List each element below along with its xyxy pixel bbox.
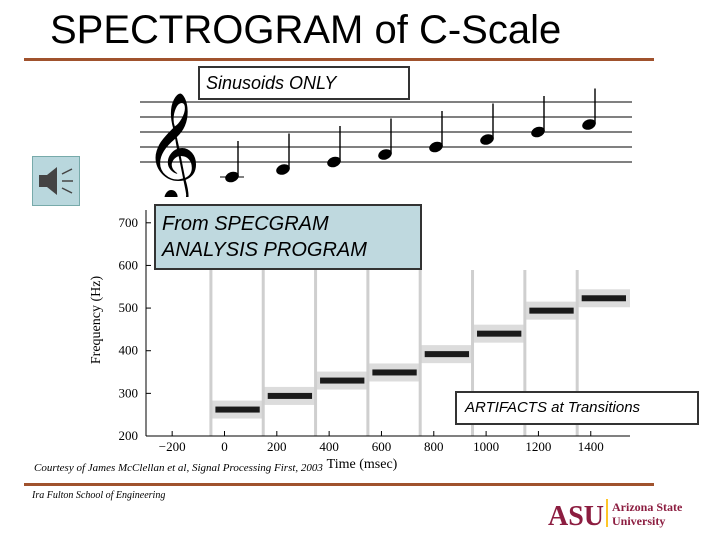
y-tick-label: 200 [119,428,139,443]
slide-title: SPECTROGRAM of C-Scale [50,8,562,52]
callout-specgram-program: From SPECGRAM ANALYSIS PROGRAM [154,204,422,270]
spectrogram-bands [209,270,630,436]
x-tick-label: 0 [221,439,228,454]
note-band [581,295,626,302]
y-axis-label: Frequency (Hz) [89,276,104,365]
x-tick-label: 1200 [525,439,551,454]
music-staff: 𝄞 [140,88,632,197]
x-tick-label: 400 [319,439,339,454]
x-tick-label: 600 [372,439,392,454]
x-tick-label: 1400 [578,439,604,454]
x-axis-label: Time (msec) [327,457,398,472]
y-tick-label: 600 [119,257,139,272]
note-head [531,126,545,138]
svg-text:University: University [612,514,665,528]
note-band [424,351,470,358]
callout-artifacts: ARTIFACTS at Transitions [455,391,699,425]
staff-lines [140,101,632,163]
transition-artifact [575,270,579,436]
transition-artifact [471,270,475,436]
svg-text:ASU: ASU [548,501,604,530]
x-tick-label: 1000 [473,439,499,454]
note-head [327,156,341,168]
y-tick-label: 300 [119,385,139,400]
y-axis-ticks: 200 300 400 500 600 700 [119,215,151,443]
transition-artifact [366,270,370,436]
transition-artifact [261,270,265,436]
note-band [372,369,417,376]
note-band [477,330,522,337]
note-head [276,164,290,175]
note-head [429,141,443,153]
title-divider [24,58,654,61]
note-band [215,406,260,413]
x-tick-label: 200 [267,439,287,454]
x-tick-label: −200 [159,439,186,454]
courtesy-credit: Courtesy of James McClellan et al, Signa… [34,462,323,474]
asu-logo: ASU Arizona State University [548,498,683,530]
transition-artifact [209,270,213,436]
note-band [529,307,574,314]
note-band [320,377,365,384]
note-band [267,392,313,399]
x-axis-ticks: −200 0 200 400 600 800 1000 1200 1400 [159,431,604,454]
speaker-glyph-icon [39,167,73,195]
transition-artifact [523,270,527,436]
school-name: Ira Fulton School of Engineering [32,490,166,501]
treble-clef-icon: 𝄞 [144,93,201,197]
svg-text:Arizona State: Arizona State [612,500,683,514]
transition-artifact [418,270,422,436]
footer-divider [24,483,654,486]
callout-specgram-line1: From SPECGRAM [162,213,329,235]
callout-specgram-line2: ANALYSIS PROGRAM [162,239,367,261]
y-tick-label: 400 [119,343,139,358]
note-head [378,149,392,160]
callout-sinusoids-only: Sinusoids ONLY [198,66,410,100]
y-tick-label: 700 [119,215,139,230]
scale-notes [220,88,596,183]
note-head [480,134,494,145]
x-tick-label: 800 [424,439,444,454]
speaker-icon[interactable] [32,156,80,206]
note-head [582,119,596,130]
transition-artifact [314,270,318,436]
y-tick-label: 500 [119,300,139,315]
